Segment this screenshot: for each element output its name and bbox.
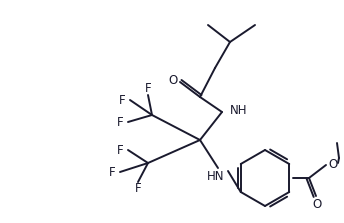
Text: HN: HN bbox=[207, 169, 225, 182]
Text: F: F bbox=[117, 143, 123, 157]
Text: F: F bbox=[117, 116, 123, 128]
Text: F: F bbox=[109, 165, 115, 178]
Text: NH: NH bbox=[230, 105, 247, 118]
Text: O: O bbox=[312, 198, 322, 211]
Text: O: O bbox=[168, 74, 178, 87]
Text: F: F bbox=[119, 93, 125, 107]
Text: F: F bbox=[145, 81, 151, 95]
Text: F: F bbox=[135, 182, 141, 196]
Text: O: O bbox=[329, 157, 337, 171]
